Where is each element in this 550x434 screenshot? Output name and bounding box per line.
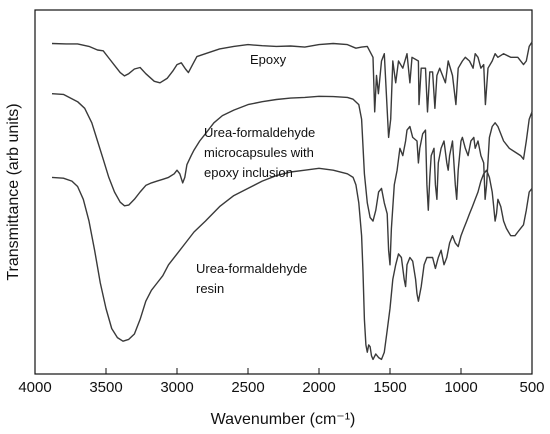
series-label-uf-resin: Urea-formaldehyde resin — [196, 261, 311, 296]
series-label-epoxy: Epoxy — [250, 52, 287, 67]
microcapsule-spectrum-line — [51, 93, 533, 266]
x-tick-label: 3500 — [89, 379, 122, 396]
x-axis-ticks: 4000 3500 3000 2500 2000 1500 1000 500 — [18, 368, 545, 396]
x-tick-label: 3000 — [160, 379, 193, 396]
x-tick-label: 4000 — [18, 379, 51, 396]
x-axis-title: Wavenumber (cm⁻¹) — [211, 411, 356, 428]
x-tick-label: 1000 — [444, 379, 477, 396]
x-tick-label: 2500 — [231, 379, 264, 396]
y-axis-title: Transmittance (arb units) — [5, 103, 22, 280]
series-label-microcapsules: Urea-formaldehyde microcapsules with epo… — [204, 125, 319, 180]
uf-resin-spectrum-line — [51, 167, 533, 361]
epoxy-spectrum-line — [51, 41, 533, 139]
x-tick-label: 1500 — [373, 379, 406, 396]
plot-frame — [34, 9, 533, 375]
spectrum-curves — [51, 41, 533, 361]
x-tick-label: 500 — [519, 379, 544, 396]
x-tick-label: 2000 — [302, 379, 335, 396]
